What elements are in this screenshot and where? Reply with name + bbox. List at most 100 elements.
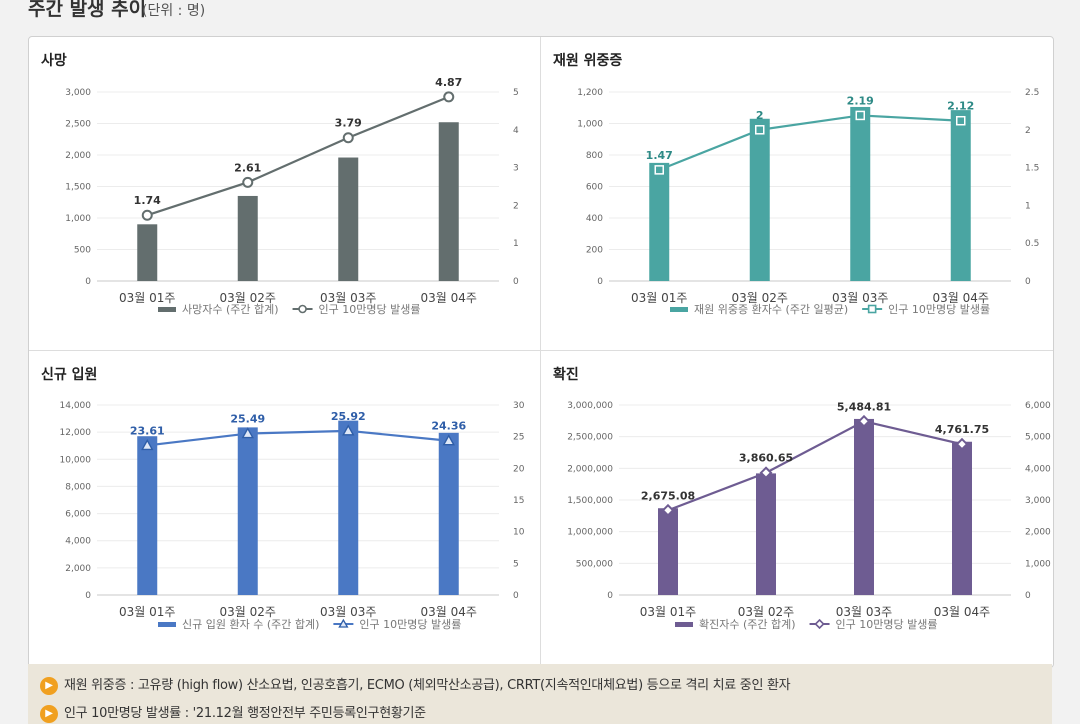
y-tick-left: 0 [85, 591, 91, 601]
y-tick-left: 1,000,000 [567, 528, 613, 538]
page-unit-label: (단위 : 명) [142, 3, 206, 19]
y-tick-left: 0 [85, 277, 91, 287]
bar [338, 420, 359, 595]
y-tick-left: 2,000 [65, 151, 91, 161]
line-marker [654, 165, 664, 175]
y-tick-left: 200 [586, 246, 603, 256]
chart-svg: 확진 0 500,000 1,000,000 1,500,000 2,000,000 2,5… [553, 366, 1051, 631]
line-marker [242, 176, 254, 188]
y-tick-right: 4 [513, 126, 519, 136]
y-tick-left: 500 [74, 246, 91, 256]
y-tick-left: 1,200 [577, 88, 603, 98]
y-tick-left: 400 [586, 214, 603, 224]
line-marker [443, 91, 455, 103]
data-label: 2 [756, 109, 764, 122]
y-tick-right: 20 [513, 464, 525, 474]
y-tick-left: 1,500 [65, 183, 91, 193]
bar [137, 436, 158, 595]
legend-swatch-bar [675, 622, 693, 627]
y-tick-right: 0.5 [1025, 239, 1039, 249]
y-tick-right: 1 [1025, 201, 1031, 211]
y-tick-right: 2.5 [1025, 88, 1039, 98]
chart-title: 확진 [553, 366, 579, 383]
y-tick-right: 30 [513, 401, 525, 411]
line-marker [141, 209, 153, 221]
bar [749, 118, 770, 282]
y-tick-right: 0 [513, 591, 519, 601]
legend-marker [298, 304, 307, 314]
y-tick-left: 0 [597, 277, 603, 287]
legend-label-line: 인구 10만명당 발생률 [888, 303, 990, 316]
chart-svg: 재원 위중증 0 200 400 600 800 1,000 1,200 0 0.5 1 1.5 2 2.… [553, 53, 1039, 316]
bar [338, 157, 359, 281]
legend-marker [338, 618, 349, 628]
bar [237, 195, 258, 281]
y-tick-right: 5,000 [1025, 433, 1051, 443]
line-marker [955, 437, 969, 451]
bar [137, 224, 158, 281]
legend-label-line: 인구 10만명당 발생률 [836, 618, 938, 631]
bar [950, 110, 971, 281]
speaker-icon: ▶ [40, 676, 58, 695]
data-label: 24.36 [431, 420, 466, 433]
x-tick-label: 03월 01주 [631, 291, 687, 305]
y-tick-right: 2 [513, 201, 519, 211]
bar [854, 418, 874, 595]
y-tick-right: 25 [513, 433, 524, 443]
data-label: 5,484.81 [837, 400, 891, 413]
line-series [147, 429, 449, 447]
data-label: 2.61 [234, 161, 261, 174]
y-tick-left: 0 [607, 591, 613, 601]
chart-panel-confirmed: 확진 0 500,000 1,000,000 1,500,000 2,000,000 2,5… [541, 351, 1053, 667]
legend-swatch-bar [158, 622, 176, 627]
x-tick-label: 03월 04주 [934, 605, 990, 619]
data-label: 1.74 [134, 194, 161, 207]
y-tick-right: 1.5 [1025, 164, 1039, 174]
y-tick-left: 10,000 [60, 455, 92, 465]
line-series [667, 420, 963, 512]
line-marker [855, 110, 865, 121]
y-tick-left: 14,000 [60, 401, 92, 411]
data-label: 3,860.65 [739, 452, 793, 465]
line-series [658, 114, 961, 171]
x-tick-label: 03월 04주 [421, 605, 477, 619]
note-text: 재원 위중증 : 고유량 (high flow) 산소요법, 인공호흡기, EC… [64, 678, 791, 693]
legend-label-bar: 사망자수 (주간 합계) [182, 303, 279, 316]
chart-panel-critical: 재원 위중증 0 200 400 600 800 1,000 1,200 0 0.5 1 1.5 2 2.… [541, 37, 1053, 350]
line-marker [956, 115, 966, 126]
chart-title: 신규 입원 [41, 367, 97, 383]
bar [850, 106, 871, 282]
y-tick-left: 2,000,000 [567, 464, 613, 474]
data-label: 1.47 [646, 149, 673, 162]
chart-panel-admissions: 신규 입원 0 2,000 4,000 6,000 8,000 10,000 12,000 14… [29, 351, 540, 667]
y-tick-left: 2,500 [65, 120, 91, 130]
x-tick-label: 03월 04주 [933, 291, 989, 305]
speaker-icon: ▶ [40, 704, 58, 723]
y-tick-right: 15 [513, 496, 524, 506]
line-marker [342, 424, 355, 436]
y-tick-right: 1,000 [1025, 559, 1051, 569]
y-tick-right: 2 [1025, 126, 1031, 136]
notes-box: ▶ 재원 위중증 : 고유량 (high flow) 산소요법, 인공호흡기, E… [28, 664, 1052, 724]
x-tick-label: 03월 02주 [220, 291, 276, 305]
y-tick-right: 5 [513, 88, 519, 98]
legend-marker [867, 304, 877, 314]
y-tick-left: 6,000 [65, 510, 91, 520]
y-tick-right: 0 [1025, 277, 1031, 287]
line-marker [241, 427, 254, 439]
note-item: ▶ 인구 10만명당 발생률 : '21.12월 행정안전부 주민등록인구현황기준 [40, 702, 426, 723]
data-label: 4,761.75 [935, 423, 989, 436]
y-tick-right: 4,000 [1025, 464, 1051, 474]
x-tick-label: 03월 01주 [119, 291, 175, 305]
x-tick-label: 03월 01주 [640, 605, 696, 619]
data-label: 4.87 [435, 76, 462, 89]
line-marker [755, 125, 765, 135]
chart-svg: 신규 입원 0 2,000 4,000 6,000 8,000 10,000 12,000 14… [41, 367, 525, 631]
y-tick-left: 2,500,000 [567, 433, 613, 443]
y-tick-right: 1 [513, 239, 519, 249]
line-marker [661, 503, 675, 517]
legend-swatch-bar [158, 307, 176, 312]
legend-label-bar: 재원 위중증 환자수 (주간 일평균) [694, 302, 848, 316]
legend-label-bar: 신규 입원 환자 수 (주간 합계) [182, 618, 319, 631]
line-marker [442, 434, 455, 446]
